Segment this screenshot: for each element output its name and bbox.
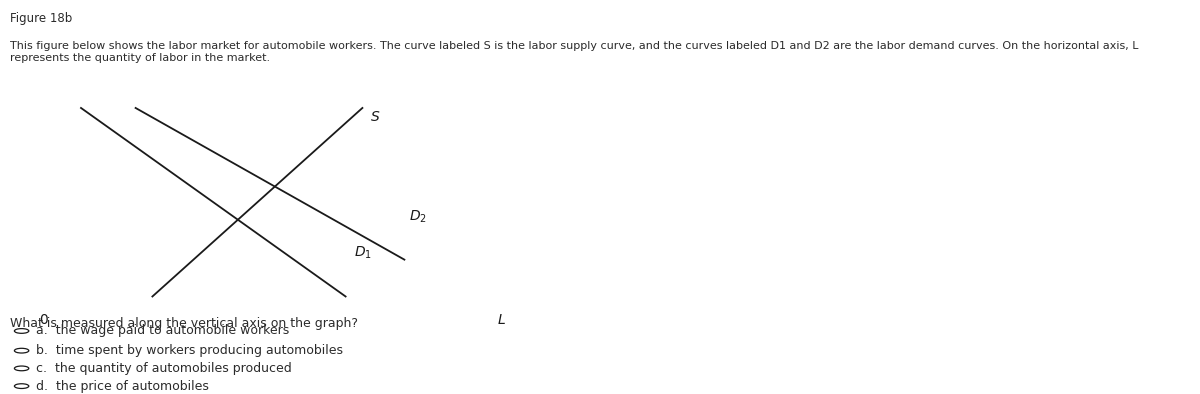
Text: $D_1$: $D_1$ bbox=[354, 245, 372, 261]
Text: S: S bbox=[371, 110, 379, 124]
Text: $D_2$: $D_2$ bbox=[408, 208, 426, 225]
Text: a.  the wage paid to automobile workers: a. the wage paid to automobile workers bbox=[36, 325, 289, 337]
Text: c.  the quantity of automobiles produced: c. the quantity of automobiles produced bbox=[36, 362, 292, 375]
Text: 0: 0 bbox=[38, 313, 48, 327]
Text: Figure 18b: Figure 18b bbox=[10, 12, 72, 25]
Text: b.  time spent by workers producing automobiles: b. time spent by workers producing autom… bbox=[36, 344, 343, 357]
Text: $L$: $L$ bbox=[497, 313, 505, 327]
Text: d.  the price of automobiles: d. the price of automobiles bbox=[36, 380, 209, 392]
Text: This figure below shows the labor market for automobile workers. The curve label: This figure below shows the labor market… bbox=[10, 41, 1138, 63]
Text: What is measured along the vertical axis on the graph?: What is measured along the vertical axis… bbox=[10, 317, 358, 330]
